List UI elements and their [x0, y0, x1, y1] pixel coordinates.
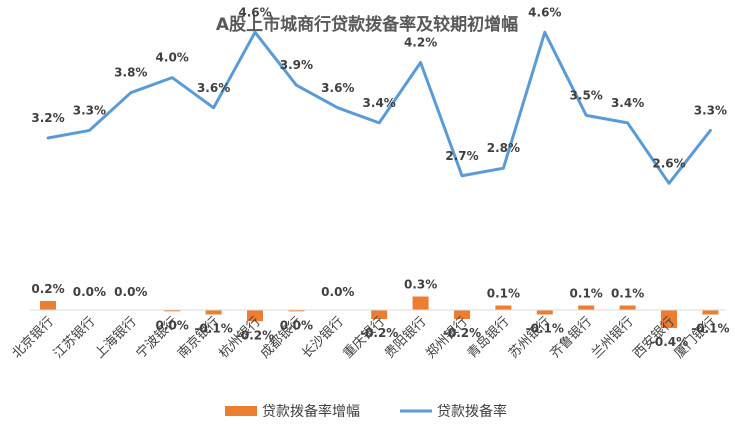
line-data-label: 3.6%: [321, 81, 354, 95]
bar: [454, 310, 470, 319]
bar: [619, 305, 636, 310]
legend-bar-swatch: [225, 406, 257, 416]
category-labels: 北京银行江苏银行上海银行宁波银行南京银行杭州银行成都银行长沙银行重庆银行贵阳银行…: [9, 314, 719, 362]
bar: [371, 310, 388, 319]
bar: [661, 310, 677, 328]
bar-data-label: 0.0%: [114, 285, 147, 299]
line-data-label: 3.5%: [570, 88, 603, 102]
category-label: 兰州银行: [589, 314, 636, 361]
bar: [164, 310, 181, 312]
bar-data-label: 0.1%: [487, 287, 520, 301]
line-data-label: 3.2%: [31, 111, 64, 125]
category-label: 北京银行: [9, 314, 56, 361]
line-data-label: 3.4%: [363, 96, 396, 110]
line-data-label: 4.2%: [404, 36, 437, 50]
bar-data-label: 0.2%: [31, 282, 64, 296]
line-data-label: 4.6%: [238, 5, 271, 19]
category-label: 上海银行: [92, 314, 139, 361]
legend-bar-label: 贷款拨备率增幅: [262, 403, 360, 420]
legend-line-label: 贷款拨备率: [437, 403, 507, 420]
bar-series: 0.2% 0.0% 0.0% 0.0% -0.1% -0.2% 0.0% 0.0% -0.2% 0…: [31, 278, 729, 350]
bar-data-label: -0.2%: [360, 326, 398, 340]
line-series: 3.2% 3.3% 3.8% 4.0% 3.6% 4.6% 3.9% 3.6% 3.4% 4.2%…: [31, 5, 727, 185]
line-data-label: 2.6%: [652, 156, 685, 170]
bar-data-label: 0.1%: [611, 287, 644, 301]
bar: [247, 310, 263, 322]
bar-data-label: -0.2%: [443, 326, 481, 340]
bar: [412, 296, 429, 310]
bar: [288, 310, 305, 312]
line-data-label: 3.3%: [694, 103, 727, 117]
line-data-label: 2.7%: [445, 149, 478, 163]
chart-title: A股上市城商行贷款拨备率及较期初增幅: [216, 14, 518, 35]
legend: 贷款拨备率增幅 贷款拨备率: [225, 403, 507, 420]
line-data-label: 2.8%: [487, 141, 520, 155]
bar-data-label: 0.0%: [321, 285, 354, 299]
bar-data-label: -0.1%: [526, 322, 564, 336]
line-data-label: 3.9%: [280, 58, 313, 72]
line-data-label: 4.6%: [528, 5, 561, 19]
bar-data-label: 0.0%: [280, 318, 313, 332]
category-label: 江苏银行: [50, 314, 98, 362]
bar-data-label: 0.0%: [73, 285, 106, 299]
line-data-label: 3.3%: [73, 103, 106, 117]
line-data-label: 3.6%: [197, 81, 230, 95]
bar: [578, 305, 595, 310]
bar: [702, 310, 719, 315]
line-data-label: 4.0%: [156, 51, 189, 65]
bar-data-label: -0.2%: [236, 328, 274, 342]
bar-data-label: 0.0%: [156, 318, 189, 332]
bar-data-label: -0.1%: [691, 322, 729, 336]
bar: [536, 310, 553, 315]
line-path: [46, 30, 712, 185]
bar-data-label: -0.4%: [650, 335, 688, 349]
bar: [205, 310, 222, 315]
bar-data-label: 0.3%: [404, 278, 437, 292]
bar: [495, 305, 512, 310]
line-data-label: 3.4%: [611, 96, 644, 110]
bar-data-label: -0.1%: [194, 322, 232, 336]
bar-data-label: 0.1%: [570, 287, 603, 301]
bar: [40, 301, 56, 310]
line-data-label: 3.8%: [114, 66, 147, 80]
